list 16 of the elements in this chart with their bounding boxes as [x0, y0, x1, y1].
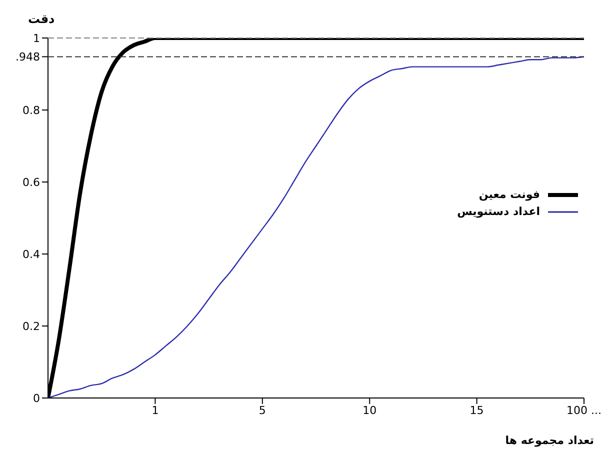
y-tick-label: 0.6 — [22, 176, 40, 189]
x-axis-title: تعداد مجموعه ها — [505, 434, 594, 447]
x-tick-label: 100 ... — [566, 404, 602, 417]
y-tick-label: .948 — [16, 50, 40, 64]
y-tick-label: 0 — [33, 392, 40, 405]
x-tick-label: 15 — [470, 404, 484, 417]
y-tick-label: 0.2 — [22, 320, 40, 333]
legend-label: فونت معین — [478, 188, 540, 201]
legend-label: اعداد دستنویس — [457, 205, 540, 218]
x-tick-label: 10 — [362, 404, 377, 417]
x-tick-label: 1 — [152, 404, 159, 417]
y-tick-label: 0.8 — [22, 104, 40, 117]
x-tick-label: 5 — [258, 404, 266, 417]
y-axis-title: دقت — [28, 12, 55, 26]
y-tick-label: 0.4 — [22, 248, 40, 261]
y-tick-label: 1 — [33, 32, 40, 45]
